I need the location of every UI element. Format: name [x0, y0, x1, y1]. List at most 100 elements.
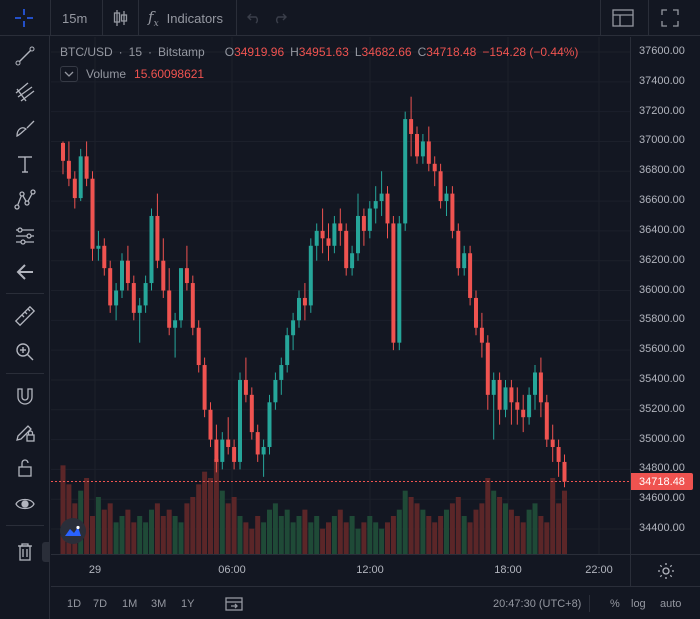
candlestick-chart [51, 37, 630, 554]
candle-body [149, 215, 154, 284]
volume-bar [532, 503, 538, 554]
candle-body [184, 268, 189, 284]
percent-scale-toggle[interactable]: % [610, 597, 620, 610]
price-axis[interactable]: 37600.00 37400.00 37200.00 37000.00 36800.00… [630, 37, 700, 554]
volume-bar [290, 522, 296, 554]
volume-bar [237, 516, 243, 554]
candle [238, 372, 242, 470]
volume-bar [343, 522, 349, 554]
clock-timezone[interactable]: 20:47:30 (UTC+8) [493, 597, 582, 610]
volume-bar [113, 522, 119, 554]
candle [243, 357, 248, 403]
volume-bar [479, 503, 485, 554]
layout-icon[interactable] [612, 0, 634, 36]
candle-body [479, 327, 484, 343]
magnet-icon[interactable] [0, 380, 50, 412]
undo-icon[interactable] [246, 0, 262, 36]
candle [155, 193, 160, 269]
volume-bar [119, 516, 125, 554]
volume-bar [455, 497, 461, 554]
legend-collapse-button[interactable] [60, 66, 78, 82]
range-button-1y[interactable]: 1Y [181, 597, 195, 610]
candle [373, 186, 378, 224]
candle [409, 96, 414, 157]
candle [102, 238, 107, 276]
candle-body [220, 439, 225, 462]
volume-bar [320, 528, 326, 554]
last-price-label: 34718.48 [631, 473, 693, 490]
auto-scale-toggle[interactable]: auto [660, 597, 682, 610]
lock-drawing-icon[interactable] [0, 416, 50, 448]
log-scale-toggle[interactable]: log [631, 597, 646, 610]
candle-body [332, 223, 337, 246]
candle-body [485, 342, 490, 395]
trash-icon[interactable] [0, 536, 50, 568]
ruler-icon[interactable] [0, 300, 50, 332]
back-arrow-icon[interactable] [0, 256, 50, 288]
candle [491, 372, 496, 440]
text-tool-icon[interactable] [0, 148, 50, 180]
candle [479, 312, 484, 358]
candle [397, 215, 402, 351]
candle [173, 312, 178, 358]
pitchfork-icon[interactable] [0, 76, 50, 108]
candle-body [291, 320, 296, 336]
volume-bar [137, 516, 143, 554]
volume-bar [90, 516, 95, 554]
interval-button[interactable]: 15m [62, 10, 88, 26]
candle [314, 223, 319, 261]
volume-bar [550, 478, 556, 554]
volume-bar [101, 509, 107, 554]
zoom-in-icon[interactable] [0, 336, 50, 368]
unlock-icon[interactable] [0, 452, 50, 484]
eye-icon[interactable] [0, 488, 50, 520]
brush-icon[interactable] [0, 112, 50, 144]
price-tick-label: 35000.00 [639, 432, 685, 445]
tradingview-logo-icon[interactable] [60, 518, 86, 544]
symbol-name[interactable]: BTC/USD [60, 45, 113, 59]
range-button-7d[interactable]: 7D [93, 597, 108, 610]
time-axis[interactable]: 29 06:00 12:00 18:00 22:00 [51, 554, 630, 586]
volume-bar [160, 516, 166, 554]
indicators-button[interactable]: fx Indicators [148, 0, 223, 36]
range-button-1m[interactable]: 1M [122, 597, 138, 610]
candle [562, 454, 567, 488]
candle [78, 148, 83, 202]
chart-pane[interactable] [51, 37, 630, 554]
candles-chart-type-icon[interactable] [110, 0, 130, 36]
candle-body [462, 253, 467, 269]
volume-bar [355, 528, 361, 554]
redo-icon[interactable] [272, 0, 288, 36]
pattern-icon[interactable] [0, 184, 50, 216]
range-button-3m[interactable]: 3M [151, 597, 167, 610]
candle-body [202, 365, 207, 410]
time-tick-label: 29 [88, 564, 102, 576]
fullscreen-icon[interactable] [660, 0, 680, 36]
candle-body [556, 447, 561, 462]
candle [261, 439, 266, 477]
candle-series [61, 96, 567, 488]
candle-body [120, 260, 124, 291]
toolbar-collapse-handle[interactable] [42, 542, 50, 562]
candle [131, 275, 136, 321]
volume-bar [379, 528, 385, 554]
candle-body [173, 320, 178, 328]
candle-body [208, 409, 213, 440]
candle [273, 372, 278, 410]
fx-icon: fx [148, 7, 159, 29]
price-tick-label: 37600.00 [639, 45, 685, 57]
volume-bar [385, 522, 390, 554]
candle [344, 223, 349, 276]
candle-body [509, 387, 514, 403]
trend-line-icon[interactable] [0, 40, 50, 72]
price-tick-label: 35600.00 [639, 343, 685, 356]
volume-bar [284, 509, 290, 554]
candle [497, 372, 502, 425]
prediction-icon[interactable] [0, 220, 50, 252]
crosshair-icon[interactable] [12, 0, 36, 36]
candle-body [261, 447, 266, 455]
candle [267, 394, 272, 455]
date-range-icon[interactable] [225, 587, 243, 619]
chart-settings-icon[interactable] [630, 554, 700, 586]
range-button-1d[interactable]: 1D [67, 597, 82, 610]
